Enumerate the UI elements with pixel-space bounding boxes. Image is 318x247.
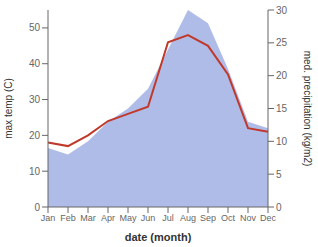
svg-text:Jan: Jan [41, 213, 56, 223]
svg-text:30: 30 [276, 5, 288, 16]
svg-text:May: May [119, 213, 137, 223]
svg-text:Dec: Dec [260, 213, 277, 223]
svg-text:Mar: Mar [80, 213, 96, 223]
svg-text:Jun: Jun [141, 213, 156, 223]
svg-text:max temp (C): max temp (C) [8, 78, 14, 139]
svg-text:40: 40 [29, 58, 41, 69]
svg-text:30: 30 [29, 94, 41, 105]
svg-text:5: 5 [276, 169, 282, 180]
svg-text:Oct: Oct [221, 213, 236, 223]
svg-text:Nov: Nov [240, 213, 257, 223]
svg-text:0: 0 [276, 202, 282, 213]
svg-text:Jul: Jul [162, 213, 174, 223]
svg-text:Aug: Aug [180, 213, 196, 223]
svg-text:0: 0 [34, 202, 40, 213]
svg-text:med. precipitation (kg/m2): med. precipitation (kg/m2) [302, 51, 310, 167]
svg-text:15: 15 [276, 103, 288, 114]
svg-text:Feb: Feb [60, 213, 76, 223]
svg-text:Apr: Apr [101, 213, 115, 223]
svg-text:date (month): date (month) [125, 231, 192, 243]
svg-text:Sep: Sep [200, 213, 216, 223]
svg-text:25: 25 [276, 37, 288, 48]
svg-text:50: 50 [29, 22, 41, 33]
svg-text:20: 20 [29, 130, 41, 141]
svg-text:10: 10 [276, 136, 288, 147]
svg-text:20: 20 [276, 70, 288, 81]
svg-text:10: 10 [29, 166, 41, 177]
